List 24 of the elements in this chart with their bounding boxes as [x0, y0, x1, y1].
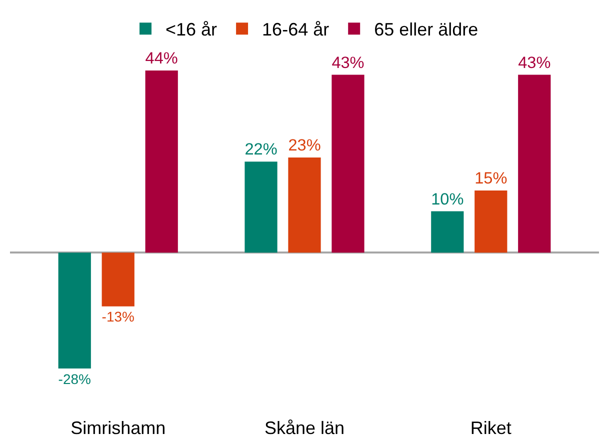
legend-label: 16-64 år: [262, 20, 330, 40]
data-label: 10%: [431, 190, 464, 208]
bar: [288, 157, 321, 253]
data-label: 44%: [145, 50, 178, 68]
bar: [244, 162, 278, 253]
data-label: -28%: [58, 370, 91, 387]
data-label: 43%: [332, 54, 364, 72]
x-tick-label: Riket: [470, 418, 512, 438]
bar: [518, 74, 551, 253]
bar: [474, 190, 508, 253]
data-label: 23%: [288, 136, 321, 155]
bar: [145, 70, 178, 253]
x-tick-label: Skåne län: [264, 418, 345, 438]
legend-label: 65 eller äldre: [374, 20, 478, 40]
bar: [102, 252, 134, 306]
bar: [332, 74, 364, 253]
data-label: 15%: [474, 170, 508, 188]
legend-label: <16 år: [166, 20, 218, 40]
bar: [58, 252, 91, 368]
x-tick-label: Simrishamn: [70, 418, 166, 438]
data-label: -13%: [102, 308, 134, 325]
data-label: 22%: [244, 140, 278, 159]
bar: [431, 211, 464, 253]
data-label: 43%: [518, 54, 551, 72]
